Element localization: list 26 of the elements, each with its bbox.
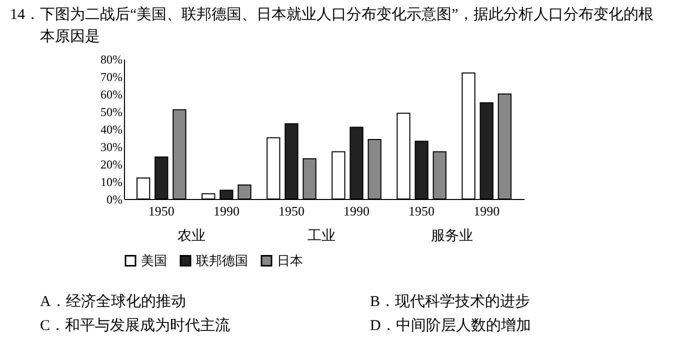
y-tick-label: 0%: [106, 192, 122, 206]
chart-title: 14．下图为二战后“美国、联邦德国、日本就业人口分布变化示意图”，据此分析人口分布变化的根本原因是: [9, 5, 654, 47]
text: B．现代科学技术的进步: [370, 292, 532, 312]
x-tick-label: 1950: [278, 204, 304, 218]
y-tick-label: 50%: [100, 105, 122, 119]
text: 服务业: [430, 228, 473, 244]
x-tick-label: 1950: [408, 204, 435, 218]
y-tick-label: 40%: [100, 122, 122, 136]
text: C．和平与发展成为时代主流: [40, 316, 232, 336]
y-tick-label: 20%: [100, 158, 122, 172]
y-tick-label: 70%: [100, 70, 122, 84]
text: 农业: [178, 228, 206, 244]
y-tick-label: 30%: [100, 140, 122, 154]
x-tick-label: 1990: [344, 204, 370, 218]
legend-label: 日本: [277, 252, 303, 268]
x-tick-label: 1950: [148, 204, 174, 218]
legend-label: 美国: [141, 252, 167, 268]
y-tick-label: 60%: [100, 88, 122, 102]
legend-label: 联邦德国: [196, 252, 248, 268]
x-tick-label: 1990: [213, 204, 240, 218]
text: 工业: [308, 228, 336, 244]
y-tick-label: 80%: [100, 52, 122, 66]
y-tick-label: 10%: [100, 175, 122, 189]
text: A．经济全球化的推动: [40, 292, 187, 312]
text: D．中间阶层人数的增加: [370, 316, 532, 336]
x-tick-label: 1990: [474, 204, 500, 218]
